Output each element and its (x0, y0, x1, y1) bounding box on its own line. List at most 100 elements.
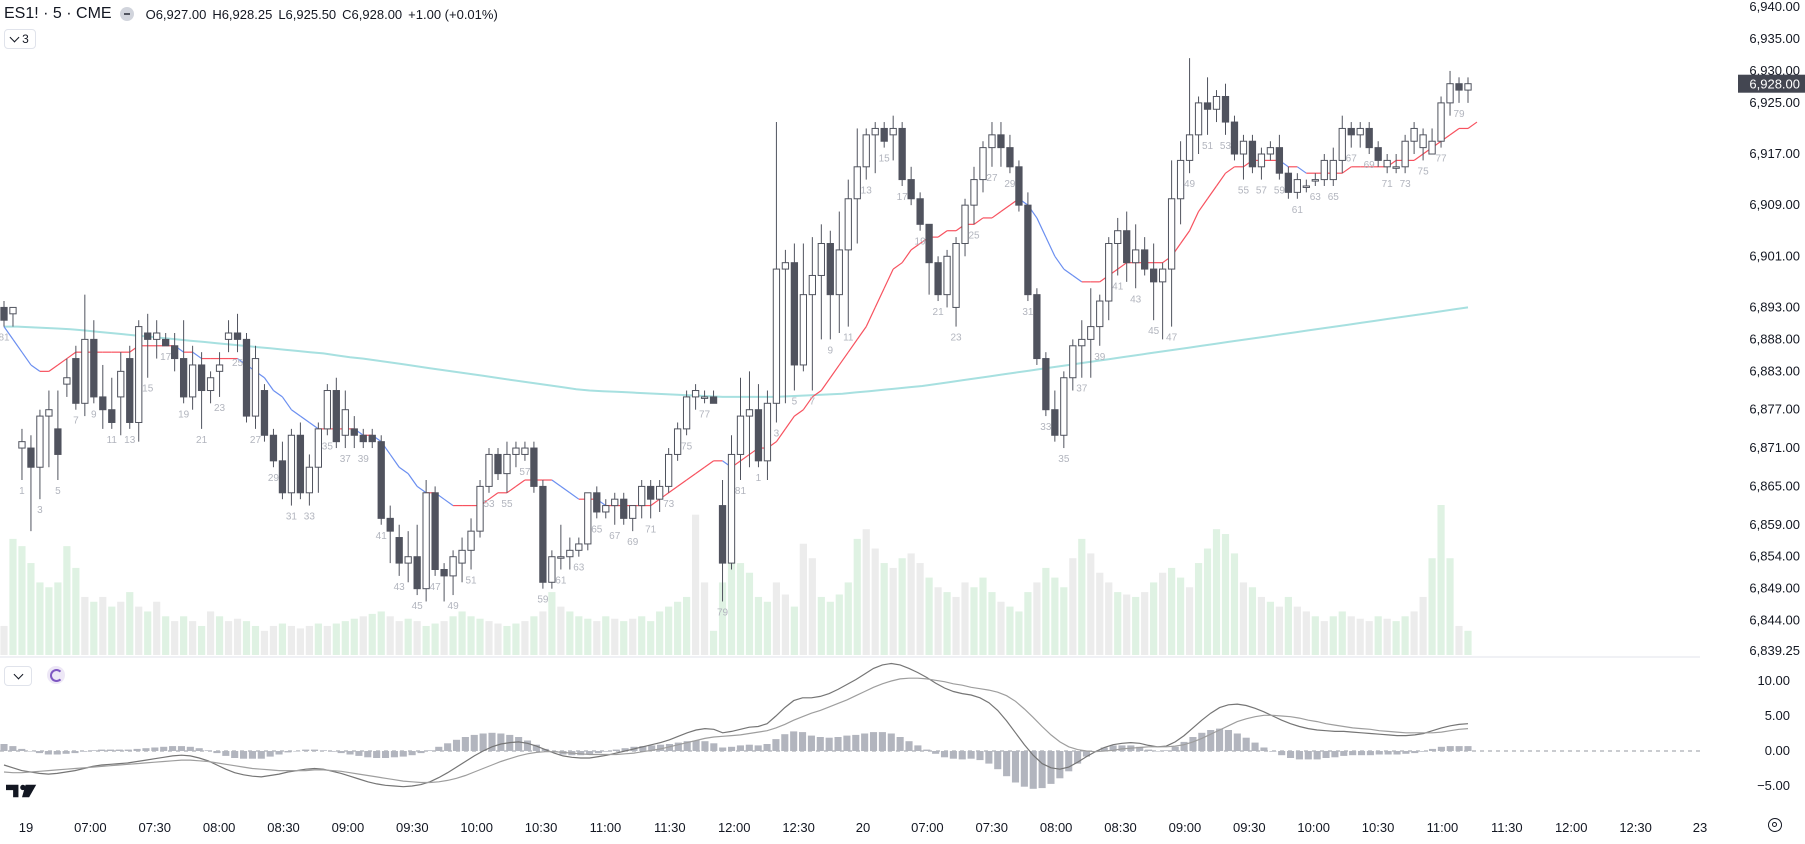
candle-body (772, 268, 781, 404)
candle-body (691, 390, 700, 398)
settings-icon[interactable] (1768, 818, 1782, 832)
bar-counter-label: 9 (91, 409, 97, 420)
candle-body (179, 358, 188, 398)
ema-fast-segment (1054, 255, 1065, 270)
volume-bar (808, 558, 816, 655)
volume-bar (135, 606, 143, 655)
volume-bar (943, 592, 951, 655)
candle-body (377, 441, 385, 519)
candle-body (781, 262, 790, 270)
price-tick-label: 6,877.00 (1749, 402, 1800, 417)
sync-icon[interactable] (47, 666, 65, 684)
bar-counter-label: 41 (1112, 281, 1124, 292)
symbol-title[interactable]: ES1! · 5 · CME (4, 5, 112, 22)
macd-histogram-bar (994, 751, 1002, 770)
macd-signal-line (3, 677, 1469, 784)
macd-histogram-bar (1233, 733, 1241, 751)
candle-body (242, 338, 251, 417)
ema-fast-segment (12, 339, 23, 353)
macd-histogram-bar (1029, 751, 1037, 789)
macd-histogram-bar (80, 751, 88, 752)
volume-bar (629, 618, 637, 655)
macd-histogram-bar (665, 744, 674, 751)
bar-counter-label: 79 (1453, 109, 1465, 120)
candle-body (880, 127, 888, 142)
macd-histogram-bar (71, 751, 79, 754)
volume-bar (1230, 553, 1239, 655)
price-tick-label: 6,844.00 (1749, 613, 1800, 628)
candle-body (593, 492, 601, 513)
macd-layer: 10.00 5.00 0.00 −5.00 (0, 662, 1790, 793)
candle-body (36, 415, 44, 468)
macd-histogram-bar (177, 746, 186, 751)
volume-bar (647, 621, 655, 655)
candle-body (431, 492, 439, 571)
bar-counter-label: 45 (412, 601, 424, 612)
candle-body (1329, 159, 1337, 181)
macd-histogram-bar (932, 751, 940, 754)
volume-bar (1329, 616, 1337, 655)
volume-bar (269, 625, 278, 655)
time-axis-label: 11:00 (1427, 820, 1459, 835)
bar-counter-label: 45 (1148, 326, 1160, 337)
macd-histogram-bar (1269, 751, 1277, 752)
candle-body (970, 179, 978, 206)
bar-counter-label: 65 (591, 524, 603, 535)
macd-histogram-bar (284, 751, 292, 753)
candle-body (72, 358, 80, 404)
candle-body (1347, 127, 1355, 136)
candle-body (144, 332, 152, 340)
candle-body (99, 396, 107, 411)
candle-body (1248, 140, 1257, 168)
volume-bar (907, 553, 915, 655)
candle-body (467, 530, 475, 551)
time-axis-label: 12:30 (782, 820, 815, 835)
ema-fast-segment (677, 479, 687, 487)
volume-bar (323, 625, 331, 655)
candle-body (1401, 140, 1409, 168)
volume-bar (9, 538, 17, 655)
ema-fast-segment (829, 364, 840, 379)
volume-bar (287, 625, 296, 655)
ema-fast-segment (1297, 166, 1307, 174)
candle-body (521, 447, 529, 455)
volume-bar (1383, 618, 1391, 655)
ema-fast-segment (398, 466, 409, 475)
indicators-collapse-button[interactable]: 3 (4, 29, 36, 49)
volume-bar (117, 601, 125, 655)
pane-collapse-button[interactable] (4, 666, 32, 686)
candle-body (682, 396, 691, 430)
macd-histogram-bar (18, 748, 26, 751)
bar-counter-label: 19 (178, 409, 190, 420)
macd-histogram-bar (1171, 746, 1179, 751)
macd-histogram-bar (683, 741, 691, 751)
volume-bar (1338, 611, 1346, 655)
time-axis-label: 11:30 (1491, 820, 1523, 835)
candle-body (314, 428, 322, 468)
macd-histogram-bar (1162, 750, 1170, 751)
volume-bar (260, 630, 269, 655)
price-tick-label: 6,871.00 (1749, 440, 1800, 455)
macd-tick-label: 0.00 (1765, 743, 1790, 758)
volume-bar (1105, 582, 1113, 655)
bar-counter-label: 51 (1202, 141, 1214, 152)
ema-fast-segment (48, 364, 59, 372)
volume-bar (979, 577, 987, 655)
candle-body (835, 249, 843, 296)
current-price-badge (1738, 74, 1805, 93)
bar-counter-label: 1 (19, 486, 25, 497)
bar-counter-label: 55 (501, 499, 513, 510)
volume-bar (638, 616, 646, 655)
tradingview-logo-icon[interactable] (6, 783, 38, 799)
bar-mode-icon[interactable] (119, 7, 134, 21)
bar-counter-label: 61 (1292, 205, 1304, 216)
bar-counter-label: 43 (394, 582, 406, 593)
macd-histogram-bar (1074, 751, 1082, 764)
price-tick-label: 6,917.00 (1749, 146, 1800, 161)
candle-body (664, 453, 673, 487)
volume-bar (862, 529, 870, 655)
candle-body (1221, 95, 1230, 123)
volume-bar (1087, 553, 1095, 655)
